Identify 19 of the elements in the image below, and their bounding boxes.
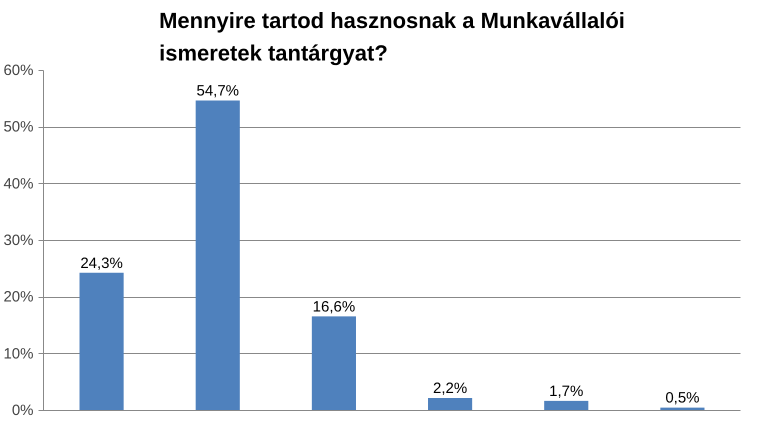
y-tick-label: 30% <box>3 232 34 249</box>
data-label: 16,6% <box>312 298 356 316</box>
data-label: 24,3% <box>80 254 123 272</box>
y-tick-label: 0% <box>12 402 34 419</box>
y-tick-label: 50% <box>3 118 34 136</box>
bar <box>80 272 124 410</box>
bar <box>196 100 240 410</box>
data-label: 2,2% <box>432 380 468 398</box>
chart-title: Mennyire tartod hasznosnak a Munkavállalói ismeretek tantárgyat? <box>159 8 625 66</box>
bar <box>312 316 356 410</box>
data-label: 1,7% <box>549 382 584 400</box>
bar <box>428 398 472 410</box>
y-tick-label: 40% <box>3 175 34 192</box>
y-tick-label: 10% <box>3 345 34 362</box>
y-tick-label: 60% <box>3 62 34 79</box>
data-label: 0,5% <box>665 390 700 407</box>
data-label: 54,7% <box>196 82 240 100</box>
y-tick-label: 20% <box>3 288 34 306</box>
bar <box>544 400 588 410</box>
